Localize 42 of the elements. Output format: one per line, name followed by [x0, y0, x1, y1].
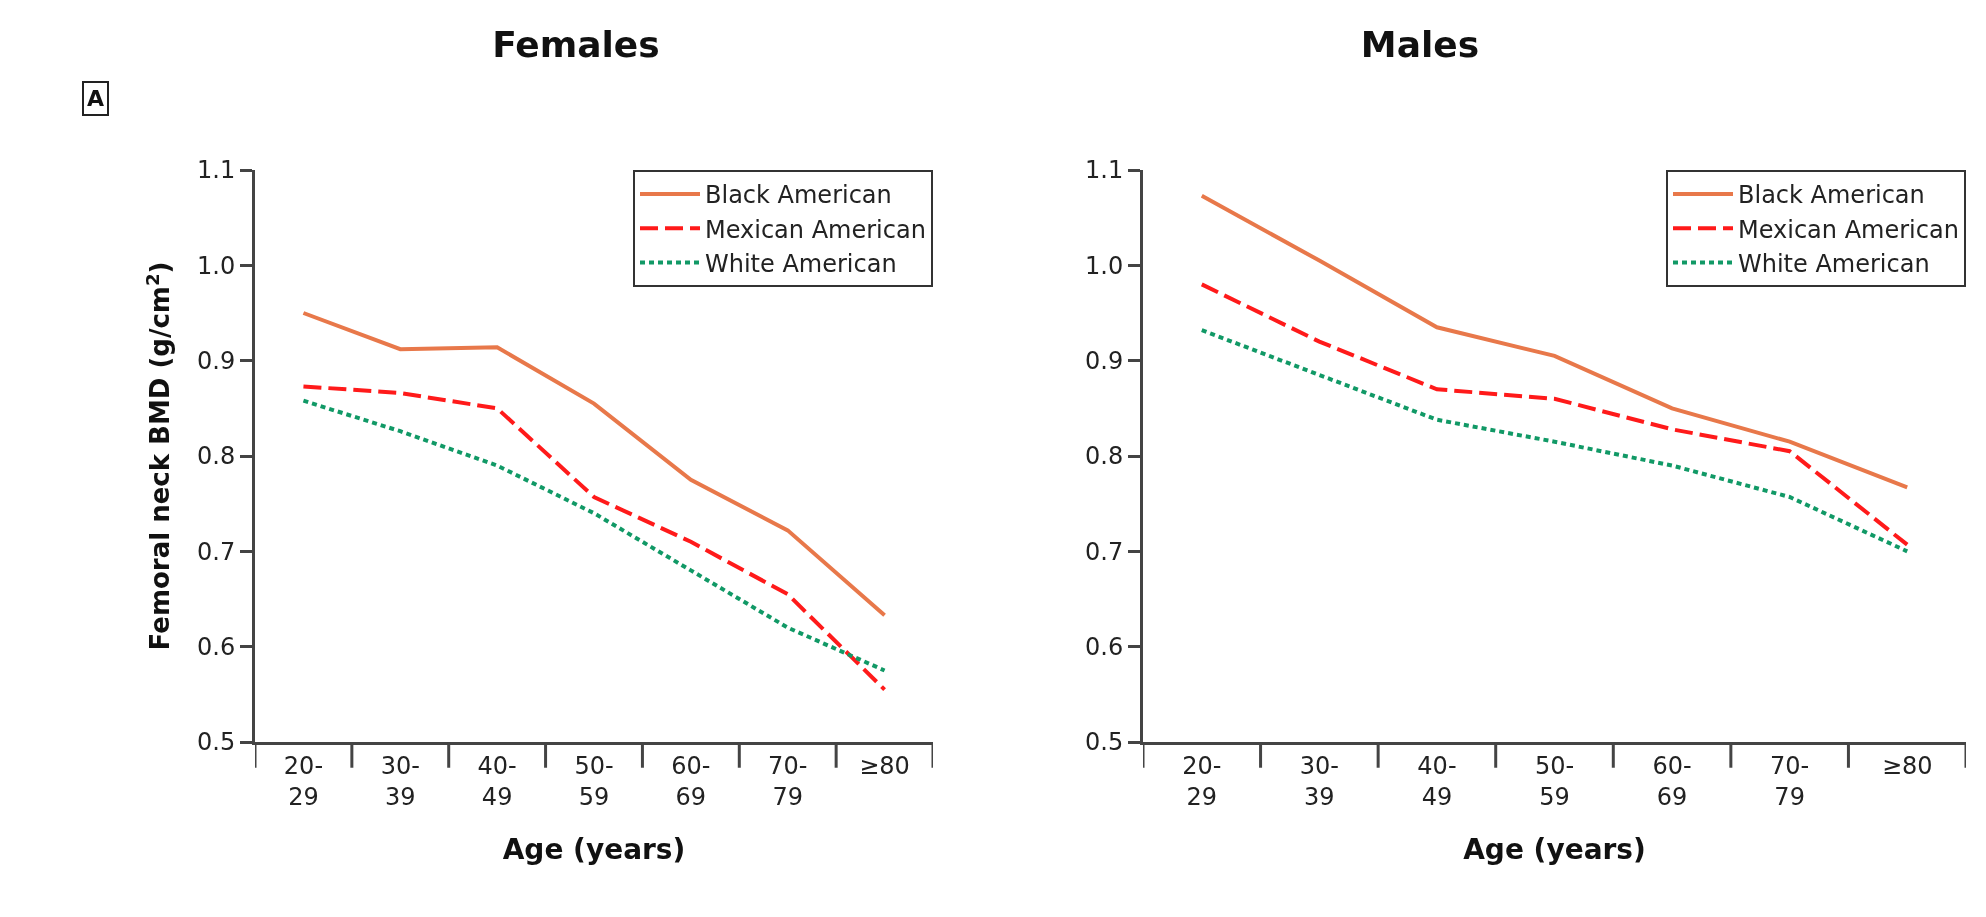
y-tick-label: 0.8	[197, 442, 236, 471]
y-tick-label: 0.6	[197, 633, 236, 662]
legend-label: White American	[1738, 249, 1930, 278]
x-tick-label: 40-49	[477, 751, 517, 811]
x-tick-label: 40-49	[1417, 751, 1457, 811]
y-tick-label: 0.9	[1085, 347, 1124, 376]
legend-label: Mexican American	[705, 215, 926, 244]
y-tick-label: 1.0	[1085, 251, 1124, 280]
x-tick-label: 60-69	[1652, 751, 1692, 811]
x-tick-label: ≥80	[859, 751, 910, 780]
x-axis-title: Age (years)	[502, 833, 686, 867]
x-tick-label: 30-39	[380, 751, 420, 811]
y-tick-label: 0.5	[197, 728, 236, 757]
line-series	[1199, 328, 1910, 554]
chart-title: Males	[1360, 24, 1480, 66]
text: A	[87, 86, 105, 111]
x-tick-label: 60-69	[671, 751, 711, 811]
legend-label: White American	[705, 249, 897, 278]
x-tick-label: 70-79	[1770, 751, 1810, 811]
x-tick-label: 30-39	[1299, 751, 1339, 811]
y-tick-label: 0.7	[1085, 537, 1124, 566]
y-tick-label: 1.1	[197, 156, 236, 185]
x-axis-title: Age (years)	[1463, 833, 1646, 867]
y-tick-label: 0.6	[1085, 633, 1124, 662]
legend-label: Black American	[705, 181, 892, 210]
y-tick-label: 0.9	[197, 347, 236, 376]
x-tick-label: ≥80	[1881, 751, 1933, 780]
x-tick-label: 20-29	[283, 751, 324, 811]
x-tick-label: 70-79	[768, 751, 808, 811]
x-tick-label: 50-59	[1534, 751, 1575, 811]
line-series	[1199, 282, 1910, 547]
y-tick-label: 0.8	[1085, 442, 1124, 471]
line-series	[301, 311, 887, 618]
y-tick-label: 1.0	[197, 251, 236, 280]
y-tick-label: 1.1	[1085, 156, 1124, 185]
y-tick-label: 0.7	[197, 537, 236, 566]
x-tick-label: 20-29	[1182, 751, 1222, 811]
chart-title: Females	[492, 24, 660, 66]
x-tick-label: 50-59	[574, 751, 614, 811]
legend-label: Black American	[1738, 181, 1925, 210]
legend-label: Mexican American	[1738, 215, 1959, 244]
y-tick-label: 0.5	[1085, 728, 1124, 757]
